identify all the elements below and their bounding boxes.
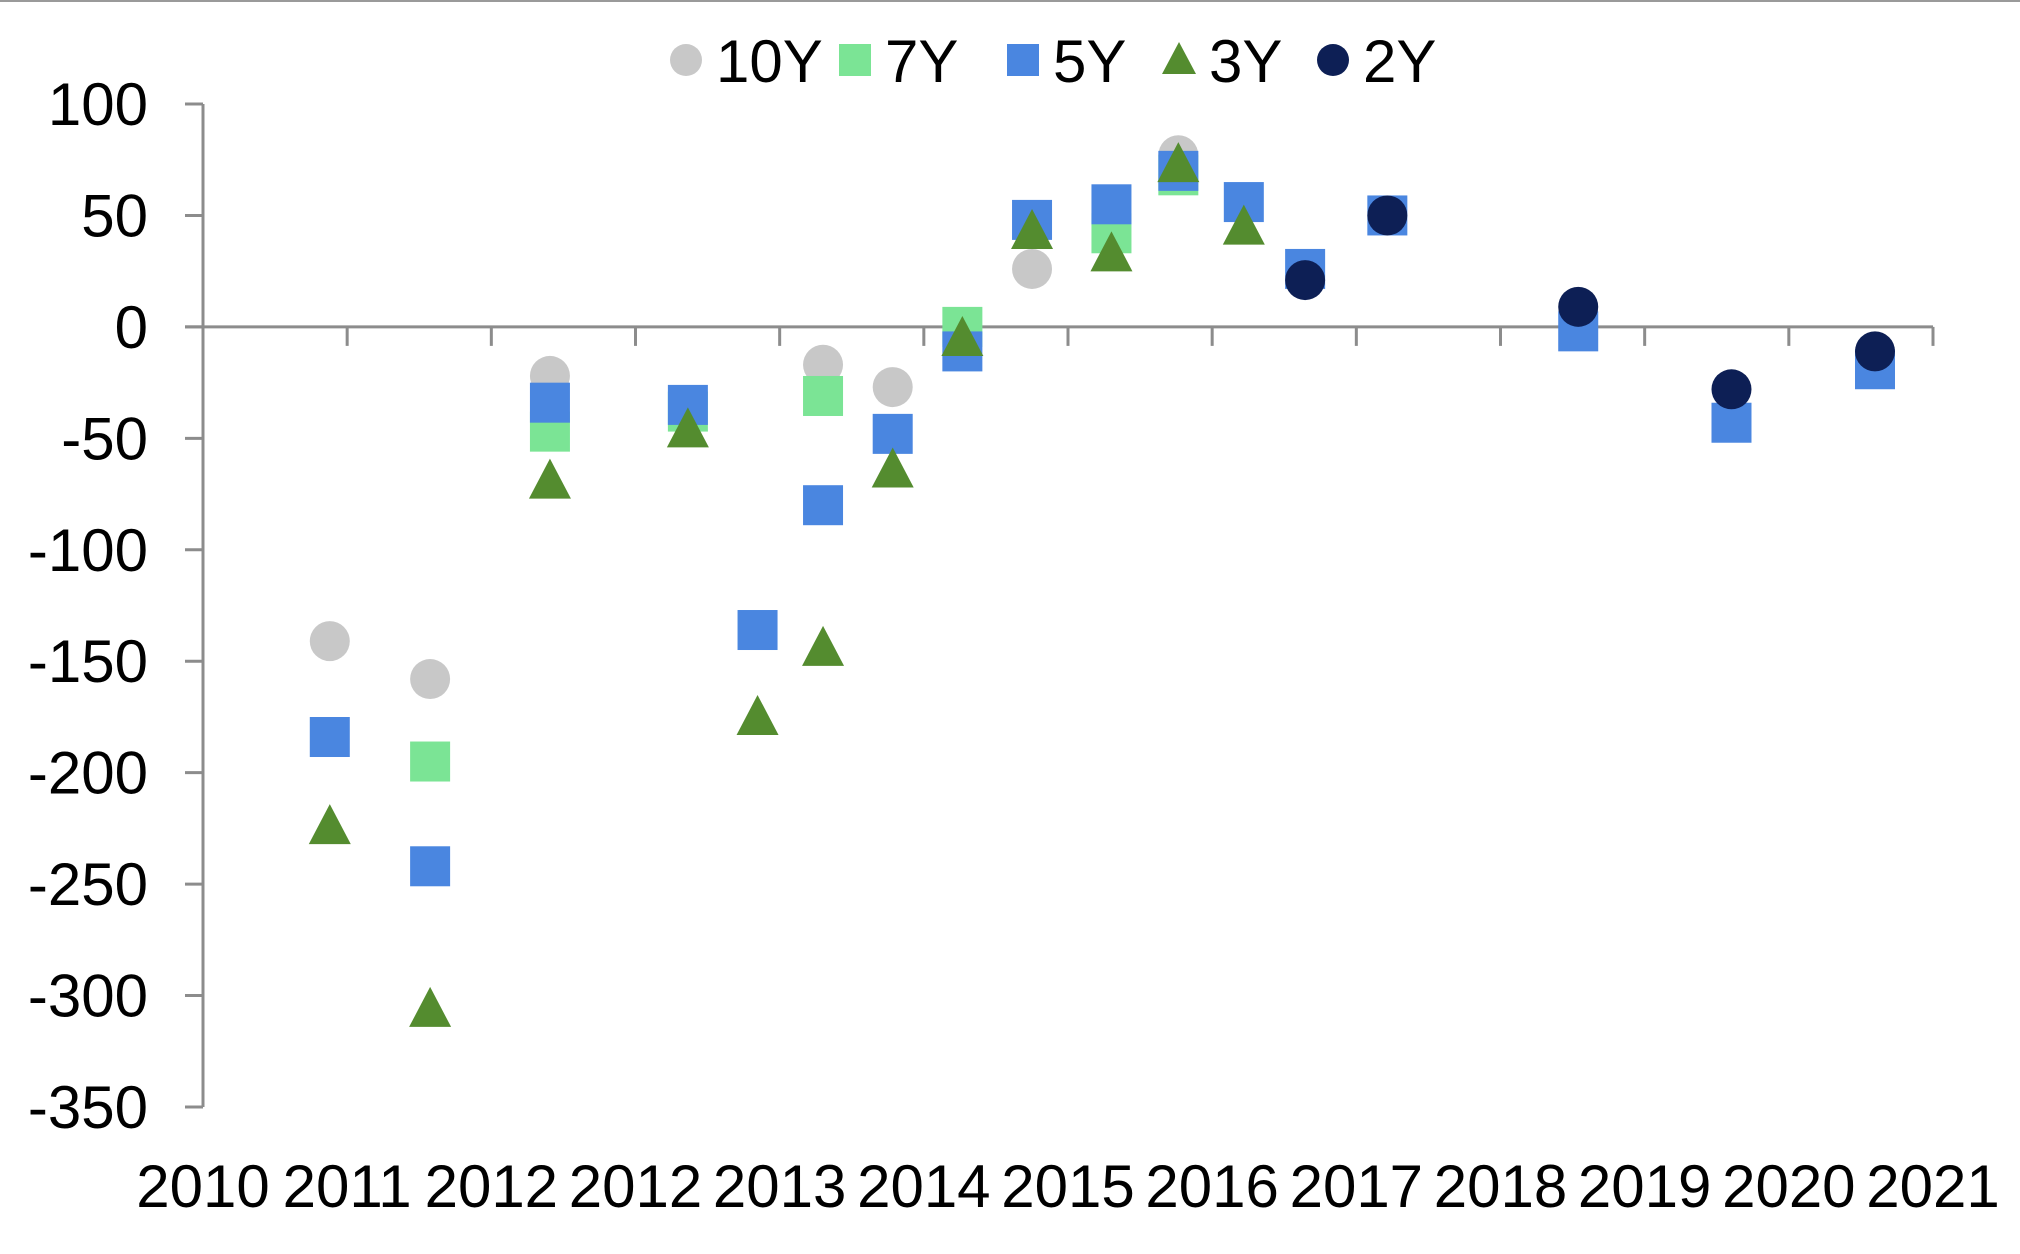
x-tick-label: 2014 (857, 1153, 990, 1220)
point-2y (1558, 286, 1599, 327)
point-5y (1711, 402, 1752, 443)
x-tick-label: 2012 (569, 1153, 702, 1220)
point-7y (410, 741, 451, 782)
axes (185, 104, 1933, 1107)
point-5y (309, 717, 350, 758)
x-tick-label: 2013 (713, 1153, 846, 1220)
point-3y (941, 316, 984, 357)
x-axis-ticks: 2010 2011 2012 2012 2013 2014 2015 2016 2017 2018… (136, 326, 2000, 1220)
x-tick-label: 2015 (1001, 1153, 1134, 1220)
point-2y (1855, 331, 1895, 372)
point-5y (872, 413, 913, 454)
x-tick-label: 2021 (1866, 1153, 1999, 1220)
series-3y (308, 142, 1265, 1027)
y-tick-label: -300 (28, 963, 148, 1030)
legend-marker (670, 44, 702, 76)
point-3y (1090, 231, 1133, 272)
legend-label: 2Y (1363, 28, 1436, 95)
plot-area (308, 135, 1895, 1027)
point-7y (803, 375, 844, 416)
point-2y (1711, 369, 1752, 410)
x-tick-label: 2018 (1434, 1153, 1567, 1220)
legend-label: 10Y (716, 28, 823, 95)
x-tick-label: 2019 (1578, 1153, 1711, 1220)
legend-item-2y: 2Y (1317, 28, 1436, 95)
y-tick-label: -250 (28, 851, 148, 918)
legend-marker (839, 44, 871, 76)
x-tick-label: 2012 (425, 1153, 558, 1220)
legend-item-5y: 5Y (1007, 28, 1126, 95)
legend: 10Y 7Y 5Y 3Y 2Y (670, 28, 1436, 95)
x-tick-label: 2011 (283, 1153, 412, 1220)
x-tick-label: 2010 (136, 1153, 269, 1220)
y-axis-ticks: 100 50 0 -50 -100 -150 -200 -250 -300 -350 (28, 71, 203, 1141)
y-tick-label: 0 (115, 294, 148, 361)
x-tick-label: 2017 (1290, 1153, 1423, 1220)
point-3y (1222, 204, 1265, 245)
x-tick-label: 2016 (1145, 1153, 1278, 1220)
y-tick-label: -50 (61, 405, 148, 472)
point-2y (1285, 260, 1326, 301)
legend-marker (1162, 42, 1196, 74)
point-10y (803, 344, 844, 385)
point-10y (309, 621, 350, 662)
legend-item-10y: 10Y (670, 28, 823, 95)
legend-label: 7Y (885, 28, 958, 95)
y-tick-label: 100 (48, 71, 148, 138)
point-5y (410, 846, 451, 887)
y-tick-label: -150 (28, 628, 148, 695)
legend-item-7y: 7Y (839, 28, 958, 95)
legend-item-3y: 3Y (1162, 28, 1282, 95)
point-3y (409, 986, 452, 1027)
x-tick-label: 2020 (1722, 1153, 1855, 1220)
point-5y (1091, 184, 1132, 225)
point-5y (803, 485, 844, 526)
point-10y (872, 367, 913, 408)
point-3y (666, 407, 709, 448)
y-tick-label: 50 (81, 182, 148, 249)
y-tick-label: -200 (28, 740, 148, 807)
y-tick-label: -350 (28, 1074, 148, 1141)
point-2y (1367, 195, 1408, 236)
point-3y (1157, 142, 1200, 183)
y-tick-label: -100 (28, 517, 148, 584)
legend-label: 3Y (1209, 28, 1282, 95)
point-3y (308, 804, 351, 845)
point-5y (529, 382, 570, 423)
point-10y (1012, 248, 1053, 289)
point-3y (871, 447, 914, 488)
point-3y (1011, 209, 1054, 250)
legend-marker (1317, 44, 1349, 76)
legend-marker (1007, 44, 1039, 76)
point-5y (737, 610, 778, 651)
point-3y (528, 458, 571, 499)
series-7y (410, 155, 1199, 782)
point-3y (802, 625, 845, 666)
point-10y (410, 659, 451, 700)
legend-label: 5Y (1053, 28, 1126, 95)
series-2y (1285, 195, 1895, 410)
point-3y (736, 694, 779, 735)
series-10y (309, 135, 1199, 700)
